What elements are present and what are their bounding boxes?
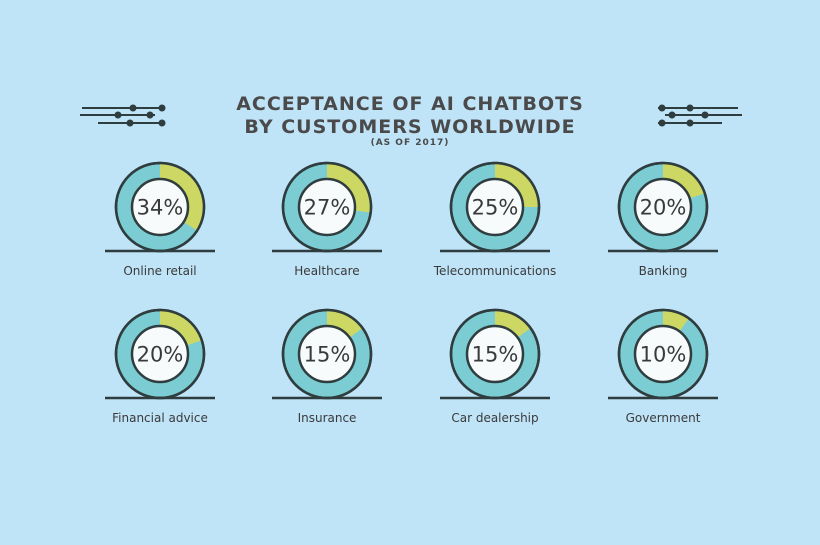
category-label: Insurance: [297, 411, 357, 425]
chart-title-line-1: ACCEPTANCE OF AI CHATBOTS: [236, 93, 584, 115]
donut-4: 20%: [608, 161, 718, 253]
donut-center: [297, 324, 357, 384]
donut-center: [465, 324, 525, 384]
donut-3: 25%: [440, 161, 550, 253]
donut-slice: [663, 163, 705, 199]
donut-value-label: 34%: [137, 196, 184, 220]
donut-1: 34%: [105, 161, 215, 253]
chart-title: ACCEPTANCE OF AI CHATBOTS BY CUSTOMERS W…: [0, 93, 820, 139]
category-label: Healthcare: [294, 264, 360, 278]
donut-center: [297, 177, 357, 237]
donut-slice: [327, 310, 363, 338]
category-label: Car dealership: [451, 411, 539, 425]
chart-title-line-2: BY CUSTOMERS WORLDWIDE: [244, 116, 576, 138]
donut-value-label: 15%: [304, 343, 351, 367]
category-label: Banking: [638, 264, 688, 278]
donut-2: 27%: [272, 161, 382, 253]
donut-center: [633, 324, 693, 384]
decor-lines-right-icon: [658, 104, 742, 127]
donut-slice: [160, 310, 202, 346]
category-label: Financial advice: [112, 411, 208, 425]
donut-center: [633, 177, 693, 237]
donut-value-label: 10%: [640, 343, 687, 367]
category-label: Government: [625, 411, 701, 425]
donut-slice: [495, 163, 539, 207]
donut-slice: [495, 310, 531, 338]
donut-8: 10%: [608, 308, 718, 400]
donut-slice: [160, 163, 204, 231]
donut-center: [130, 324, 190, 384]
donut-value-label: 20%: [640, 196, 687, 220]
category-label: Online retail: [123, 264, 197, 278]
decor-lines-left-icon: [80, 104, 166, 127]
donut-value-label: 25%: [472, 196, 519, 220]
donut-7: 15%: [440, 308, 550, 400]
donut-center: [130, 177, 190, 237]
donut-value-label: 27%: [304, 196, 351, 220]
donut-6: 15%: [272, 308, 382, 400]
category-label: Telecommunications: [433, 264, 557, 278]
donut-value-label: 15%: [472, 343, 519, 367]
donut-center: [465, 177, 525, 237]
donut-5: 20%: [105, 308, 215, 400]
donut-value-label: 20%: [137, 343, 184, 367]
chart-subtitle: (AS OF 2017): [370, 138, 450, 148]
